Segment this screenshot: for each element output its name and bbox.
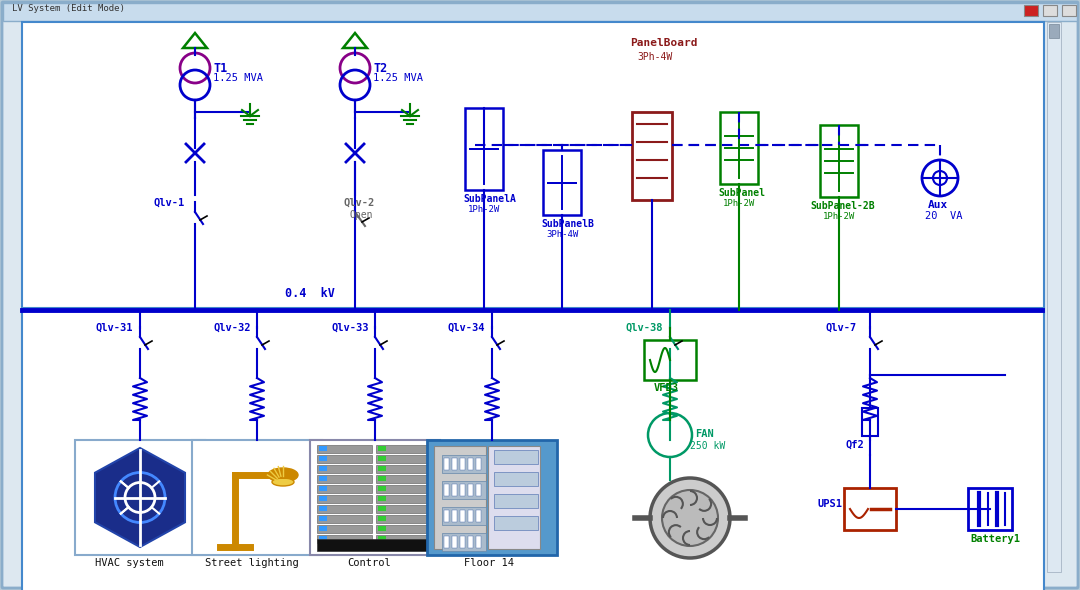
Bar bbox=[378, 506, 386, 511]
Text: Qlv-38: Qlv-38 bbox=[626, 323, 663, 333]
Bar bbox=[453, 484, 457, 496]
Bar bbox=[460, 536, 465, 548]
Bar bbox=[494, 450, 538, 464]
Circle shape bbox=[650, 478, 730, 558]
Bar bbox=[444, 484, 449, 496]
Text: 3Ph-4W: 3Ph-4W bbox=[546, 230, 578, 239]
Bar bbox=[24, 569, 44, 579]
Bar bbox=[468, 510, 473, 522]
Bar bbox=[494, 516, 538, 530]
Bar bbox=[444, 510, 449, 522]
Bar bbox=[318, 535, 372, 543]
Bar bbox=[376, 445, 431, 453]
Bar bbox=[378, 516, 386, 521]
Bar bbox=[543, 150, 581, 215]
Text: Aux: Aux bbox=[928, 200, 948, 210]
Bar bbox=[319, 496, 327, 501]
Text: 20  VA: 20 VA bbox=[924, 211, 962, 221]
Text: Qlv-2: Qlv-2 bbox=[343, 198, 375, 208]
Text: Street lighting: Street lighting bbox=[205, 558, 299, 568]
Bar bbox=[310, 440, 440, 555]
Bar bbox=[318, 485, 372, 493]
Bar bbox=[376, 495, 431, 503]
Text: Qlv-32: Qlv-32 bbox=[213, 323, 251, 333]
Circle shape bbox=[662, 490, 718, 546]
Bar bbox=[494, 494, 538, 508]
Bar bbox=[632, 112, 672, 200]
Bar bbox=[460, 510, 465, 522]
Bar bbox=[465, 108, 503, 190]
Circle shape bbox=[114, 473, 165, 523]
Bar bbox=[378, 536, 386, 541]
Bar bbox=[75, 440, 205, 555]
Bar bbox=[376, 505, 431, 513]
Bar bbox=[494, 472, 538, 486]
Bar bbox=[378, 466, 386, 471]
Bar bbox=[376, 525, 431, 533]
Text: Qlv-33: Qlv-33 bbox=[330, 323, 368, 333]
Bar bbox=[444, 536, 449, 548]
Text: 1.25 MVA: 1.25 MVA bbox=[373, 73, 423, 83]
Text: Qlv-31: Qlv-31 bbox=[96, 323, 134, 333]
Bar bbox=[22, 22, 1044, 314]
Bar bbox=[1049, 24, 1059, 38]
Bar bbox=[434, 446, 486, 549]
Bar bbox=[319, 456, 327, 461]
Text: T1: T1 bbox=[213, 62, 227, 75]
Bar bbox=[820, 125, 858, 197]
Bar bbox=[453, 458, 457, 470]
Text: Open: Open bbox=[350, 210, 374, 220]
Text: Qf2: Qf2 bbox=[845, 440, 864, 450]
Text: 250 kW: 250 kW bbox=[690, 441, 726, 451]
Bar bbox=[476, 510, 481, 522]
Bar bbox=[319, 536, 327, 541]
Text: SubPanel: SubPanel bbox=[718, 188, 765, 198]
Bar bbox=[318, 455, 372, 463]
Text: FAN: FAN bbox=[696, 429, 714, 439]
Text: Floor 14: Floor 14 bbox=[464, 558, 514, 568]
Bar bbox=[318, 539, 433, 551]
Bar bbox=[3, 3, 1077, 21]
Bar bbox=[319, 476, 327, 481]
Bar bbox=[319, 486, 327, 491]
Bar bbox=[318, 515, 372, 523]
Ellipse shape bbox=[272, 478, 294, 486]
Text: HVAC system: HVAC system bbox=[95, 558, 164, 568]
Text: Qlv-7: Qlv-7 bbox=[826, 323, 858, 333]
Bar bbox=[488, 446, 540, 549]
Text: 1.25 MVA: 1.25 MVA bbox=[213, 73, 264, 83]
Text: 3Ph-4W: 3Ph-4W bbox=[637, 52, 672, 62]
Bar bbox=[318, 475, 372, 483]
Bar bbox=[376, 535, 431, 543]
Bar bbox=[1024, 5, 1038, 16]
Text: 1Ph-2W: 1Ph-2W bbox=[468, 205, 500, 214]
Bar bbox=[442, 533, 486, 551]
Bar bbox=[460, 484, 465, 496]
Bar bbox=[968, 488, 1012, 530]
Bar bbox=[378, 446, 386, 451]
Text: Control: Control bbox=[347, 558, 391, 568]
Bar bbox=[444, 458, 449, 470]
Bar bbox=[318, 525, 372, 533]
Bar bbox=[378, 496, 386, 501]
Text: VFD3: VFD3 bbox=[654, 383, 679, 393]
Bar bbox=[476, 484, 481, 496]
Text: LV System (Edit Mode): LV System (Edit Mode) bbox=[12, 4, 125, 13]
Bar bbox=[476, 458, 481, 470]
Bar bbox=[319, 516, 327, 521]
Bar bbox=[318, 505, 372, 513]
Text: Qlv-34: Qlv-34 bbox=[448, 323, 486, 333]
Bar bbox=[319, 446, 327, 451]
Bar bbox=[644, 340, 696, 380]
Bar bbox=[319, 506, 327, 511]
Ellipse shape bbox=[268, 468, 298, 482]
Bar bbox=[318, 445, 372, 453]
Bar bbox=[22, 568, 1042, 580]
Text: 1Ph-2W: 1Ph-2W bbox=[823, 212, 855, 221]
Circle shape bbox=[648, 413, 692, 457]
Text: SubPanelB: SubPanelB bbox=[541, 219, 594, 229]
Bar bbox=[378, 456, 386, 461]
Bar bbox=[442, 455, 486, 473]
Bar bbox=[862, 408, 878, 436]
